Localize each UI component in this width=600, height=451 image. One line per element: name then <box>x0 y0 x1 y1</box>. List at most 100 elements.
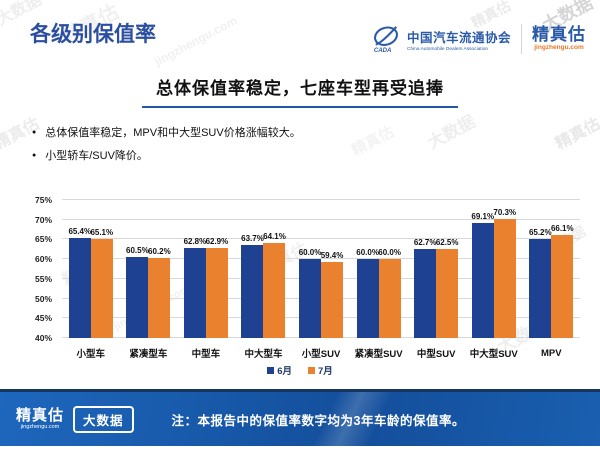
bar-value-label: 60.0% <box>298 248 322 258</box>
bar-value-label: 64.1% <box>263 231 286 241</box>
jingzhengu-name: 精真估 <box>532 25 586 45</box>
headline-wrap: 总体保值率稳定，七座车型再受追捧 <box>0 74 600 108</box>
headline: 总体保值率稳定，七座车型再受追捧 <box>142 74 458 108</box>
y-axis-tick: 70% <box>34 214 52 225</box>
bar-value-label: 66.1% <box>550 224 574 234</box>
bar-group: 63.7% 64.1% <box>235 200 293 338</box>
bar-6月: 60.5% <box>126 246 149 338</box>
bigdata-badge: 大数据 <box>73 405 134 433</box>
x-axis-label: 中型SUV <box>416 349 456 360</box>
y-axis-tick: 55% <box>34 273 52 284</box>
plot-area: 65.4% 65.1% 60.5% 60.2% 62.8% 62.9% 63.7% 64.1%… <box>62 199 580 338</box>
x-axis-label: 紧凑型车 <box>129 349 168 360</box>
bar-group: 65.4% 65.1% <box>62 200 120 338</box>
bar-value-label: 60.0% <box>356 248 379 258</box>
bar-value-label: 59.4% <box>320 250 344 260</box>
bar-6月: 62.8% <box>184 237 206 338</box>
watermark: 大数据 <box>424 111 479 153</box>
logo-divider <box>521 24 522 54</box>
bullet-item: 总体保值率稳定，MPV和中大型SUV价格涨幅较大。 <box>32 124 300 140</box>
bar-value-label: 62.7% <box>413 237 437 247</box>
bar-7月: 70.3% <box>493 208 516 338</box>
y-axis-tick: 40% <box>34 333 52 343</box>
jingzhengu-domain: jingzhengu.com <box>534 44 584 52</box>
bullet-list: 总体保值率稳定，MPV和中大型SUV价格涨幅较大。 小型轿车/SUV降价。 <box>32 124 301 170</box>
y-axis-tick: 50% <box>34 293 52 304</box>
footer-bar: 精真估 jingzhengu.com 大数据 注：本报告中的保值率数字均为3年车… <box>0 389 600 446</box>
bar-group: 62.7% 62.5% <box>407 200 465 338</box>
svg-text:CADA: CADA <box>374 48 391 53</box>
bar-7月: 59.4% <box>321 251 343 338</box>
y-axis-tick: 75% <box>34 195 52 205</box>
x-axis-label: 小型车 <box>76 349 106 360</box>
bar-6月: 63.7% <box>241 234 264 338</box>
bar-7月: 60.2% <box>148 247 171 338</box>
watermark: jingzhengu.com <box>152 13 240 69</box>
legend-label: 6月 <box>277 366 292 377</box>
x-axis-label: 中大型车 <box>244 349 283 360</box>
footer-note: 注：本报告中的保值率数字均为3年车龄的保值率。 <box>171 413 465 428</box>
bar-group: 69.1% 70.3% <box>465 200 523 338</box>
bar-7月: 64.1% <box>263 232 286 338</box>
bar-group: 60.5% 60.2% <box>120 200 178 338</box>
gridline <box>62 218 580 220</box>
legend-swatch <box>267 366 275 374</box>
bar-value-label: 70.3% <box>493 207 517 217</box>
footer-logo-name: 精真估 <box>16 406 65 424</box>
bar-6月: 60.0% <box>356 248 379 338</box>
bar-value-label: 62.8% <box>183 237 207 247</box>
x-axis: 小型车 紧凑型车 中型车 中大型车 小型SUV 紧凑型SUV 中型SUV 中大型SUV MPV <box>62 344 580 362</box>
gridline <box>62 199 580 200</box>
bar-value-label: 60.2% <box>148 247 171 257</box>
footer-logo-domain: jingzhengu.com <box>20 423 60 430</box>
legend-label: 7月 <box>318 366 333 377</box>
legend-swatch <box>308 366 315 374</box>
bar-groups: 65.4% 65.1% 60.5% 60.2% 62.8% 62.9% 63.7% 64.1%… <box>62 200 580 338</box>
bar-7月: 66.1% <box>551 224 574 338</box>
bar-value-label: 60.5% <box>126 246 149 256</box>
bar-group: 60.0% 60.0% <box>350 200 408 338</box>
bar-6月: 65.4% <box>68 227 91 338</box>
bar-group: 62.8% 62.9% <box>177 200 235 338</box>
y-axis-tick: 45% <box>34 313 52 324</box>
gridline <box>62 258 580 260</box>
cada-name-en: China Automobile Dealers Association <box>406 46 489 52</box>
legend-item: 7月 <box>308 363 333 377</box>
bar-6月: 60.0% <box>299 248 321 338</box>
bar-7月: 65.1% <box>90 228 113 338</box>
cada-swoosh-icon: CADA <box>374 26 398 53</box>
bar-value-label: 62.5% <box>435 238 459 248</box>
bar-group: 65.2% 66.1% <box>523 200 581 338</box>
footer-logo: 精真估 jingzhengu.com <box>16 408 64 431</box>
bar-chart: 40% 45% 50% 55% 60% 65% 70% 75% 65.4% 65.1% 60.5%… <box>28 192 586 362</box>
bar-value-label: 69.1% <box>471 212 495 222</box>
legend-item: 6月 <box>267 363 292 377</box>
bullet-item: 小型轿车/SUV降价。 <box>32 147 301 163</box>
x-axis-label: 中大型SUV <box>469 349 518 360</box>
watermark: 精真估 <box>552 115 600 153</box>
bar-7月: 60.0% <box>378 248 401 338</box>
jingzhengu-logo: 精真估 jingzhengu.com <box>532 26 586 52</box>
bar-value-label: 65.2% <box>528 227 552 237</box>
bar-value-label: 62.9% <box>205 236 229 246</box>
bar-value-label: 65.4% <box>68 226 92 236</box>
bar-7月: 62.5% <box>436 238 459 338</box>
cada-logo: CADA 中国汽车流通协会 China Automobile Dealers A… <box>370 25 511 53</box>
header-logos: CADA 中国汽车流通协会 China Automobile Dealers A… <box>370 24 586 54</box>
y-axis-tick: 60% <box>34 254 52 265</box>
page-title: 各级别保值率 <box>30 23 156 46</box>
y-axis-tick: 65% <box>34 234 52 245</box>
bar-value-label: 60.0% <box>378 248 401 258</box>
bar-6月: 65.2% <box>529 228 552 338</box>
chart-legend: 6月 7月 <box>0 363 600 377</box>
x-axis-label: 中型车 <box>191 349 221 360</box>
watermark: 精真估 <box>349 123 397 160</box>
gridline <box>62 238 580 240</box>
cada-name: 中国汽车流通协会 <box>406 30 511 45</box>
x-axis-label: 小型SUV <box>301 349 341 360</box>
bar-value-label: 63.7% <box>241 233 264 243</box>
x-axis-label: MPV <box>540 347 562 359</box>
bar-value-label: 65.1% <box>90 228 114 238</box>
bar-group: 60.0% 59.4% <box>292 200 350 338</box>
